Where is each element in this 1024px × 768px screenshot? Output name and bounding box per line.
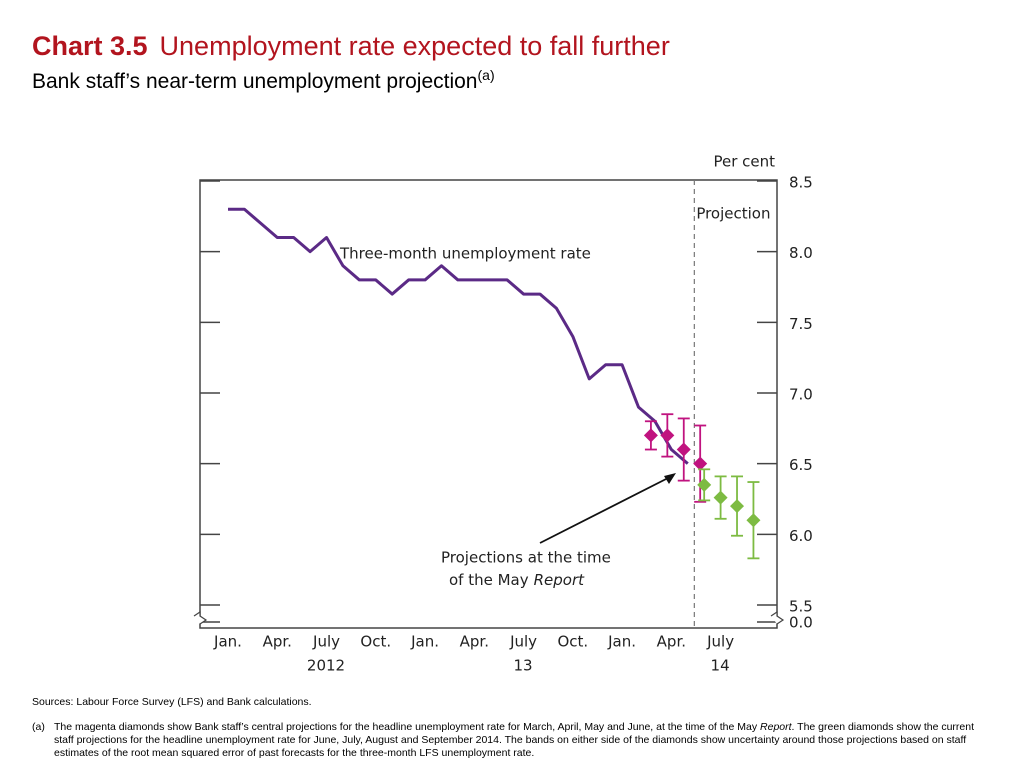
chart-number: Chart 3.5 [32, 31, 148, 61]
annotation-part: of the May [449, 571, 529, 589]
y-tick-label: 6.0 [789, 527, 813, 545]
x-tick-label: Apr. [263, 633, 292, 651]
x-group-label: 13 [513, 657, 532, 675]
chart-title: Unemployment rate expected to fall furth… [159, 31, 670, 61]
x-tick-label: Oct. [360, 633, 391, 651]
note-text: The magenta diamonds show Bank staff’s c… [54, 721, 992, 760]
diamond-marker [693, 456, 708, 471]
y-tick-label: 5.5 [789, 598, 813, 616]
axis-break [193, 610, 208, 625]
note: (a) The magenta diamonds show Bank staff’… [32, 721, 992, 760]
x-tick-label: Jan. [213, 633, 242, 651]
header: Chart 3.5 Unemployment rate expected to f… [32, 30, 670, 95]
annotation-arrow [539, 475, 673, 544]
y-tick-label: 0.0 [789, 614, 813, 632]
chart: Projections at the time of the May Report… [193, 153, 813, 675]
x-tick-label: July [312, 633, 340, 651]
footnote-ref: (a) [477, 67, 495, 83]
x-tick-label: July [509, 633, 537, 651]
axis-break [770, 610, 785, 625]
y-tick-label: 8.5 [789, 174, 813, 192]
diamond-marker [676, 442, 691, 457]
x-tick-label: Apr. [460, 633, 489, 651]
footer: Sources: Labour Force Survey (LFS) and B… [32, 696, 992, 760]
plot-frame [199, 179, 778, 629]
x-tick-label: Apr. [657, 633, 686, 651]
x-tick-label: July [706, 633, 734, 651]
diamond-marker [697, 477, 712, 492]
diamond-marker [746, 513, 761, 528]
diamond-marker [660, 428, 675, 443]
annotation-part: Report [534, 571, 586, 589]
x-group-label: 2012 [307, 657, 345, 675]
diamond-marker [643, 428, 658, 443]
projection-label: Projection [696, 205, 770, 223]
note-part: Report [760, 721, 792, 733]
y-tick-label: 7.5 [789, 315, 813, 333]
subtitle: Bank staff’s near-term unemployment proj… [32, 62, 670, 95]
diamond-marker [713, 490, 728, 505]
x-tick-label: Jan. [607, 633, 636, 651]
y-tick-label: 6.5 [789, 456, 813, 474]
x-tick-label: Oct. [557, 633, 588, 651]
series-label: Three-month unemployment rate [339, 245, 591, 263]
title: Chart 3.5 Unemployment rate expected to f… [32, 30, 670, 62]
x-group-label: 14 [711, 657, 730, 675]
annotation: Projections at the time [441, 549, 611, 567]
diamond-marker [730, 499, 745, 514]
x-tick-label: Jan. [410, 633, 439, 651]
data-line [228, 207, 689, 465]
note-part: The magenta diamonds show Bank staff’s c… [54, 721, 758, 733]
note-part: . The green diamonds show the current st… [54, 721, 975, 759]
y-unit: Per cent [713, 153, 775, 171]
sources: Sources: Labour Force Survey (LFS) and B… [32, 696, 312, 708]
subtitle-text: Bank staff’s near-term unemployment proj… [32, 70, 478, 93]
arrow-head [664, 473, 676, 484]
note-marker: (a) [32, 721, 45, 733]
annotation: of the May Report [449, 571, 585, 589]
y-tick-label: 7.0 [789, 386, 813, 404]
y-tick-label: 8.0 [789, 244, 813, 262]
